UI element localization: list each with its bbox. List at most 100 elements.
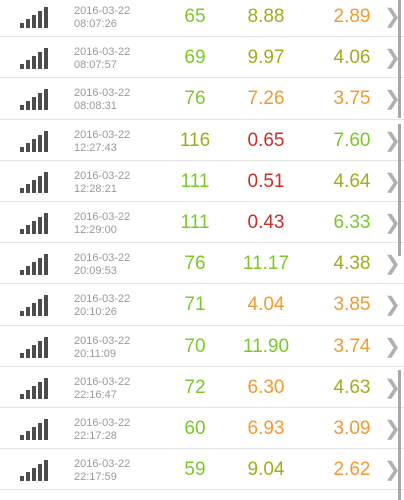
list-item[interactable]: 2016-03-22 12:28:21 111 0.51 4.64 ❯ [0, 161, 404, 202]
value-1: 76 [184, 253, 206, 275]
list-item[interactable]: 2016-03-22 20:10:26 71 4.04 3.85 ❯ [0, 284, 404, 326]
scrollbar-thumb[interactable] [398, 124, 401, 256]
chevron-right-icon: ❯ [384, 88, 401, 111]
list-item[interactable]: 2016-03-22 20:09:53 76 11.17 4.38 ❯ [0, 243, 404, 285]
item-time: 20:09:53 [74, 265, 117, 278]
value-1: 70 [184, 335, 206, 357]
chevron-right-icon: ❯ [384, 376, 401, 399]
item-time: 20:11:09 [74, 347, 117, 360]
list-item[interactable]: 2016-03-22 22:16:47 72 6.30 4.63 ❯ [0, 367, 404, 408]
value-2: 9.97 [247, 47, 285, 69]
item-time: 12:28:21 [74, 182, 117, 195]
signal-strength-icon [20, 89, 50, 111]
value-1: 116 [179, 129, 211, 151]
chevron-right-icon: ❯ [384, 459, 401, 482]
value-2: 11.17 [242, 253, 290, 275]
list-item[interactable]: 2016-03-22 12:27:43 116 0.65 7.60 ❯ [0, 120, 404, 161]
value-1: 76 [184, 88, 206, 110]
item-date: 2016-03-22 [74, 375, 131, 388]
value-2: 6.93 [247, 418, 285, 439]
item-date: 2016-03-22 [74, 417, 131, 429]
signal-strength-icon [20, 7, 50, 28]
list-item[interactable]: 2016-03-22 08:08:31 76 7.26 3.75 ❯ [0, 78, 404, 120]
item-date: 2016-03-22 [74, 334, 131, 347]
value-1: 72 [184, 376, 206, 398]
signal-strength-icon [20, 48, 50, 70]
chevron-right-icon: ❯ [384, 212, 401, 234]
item-date: 2016-03-22 [74, 46, 131, 59]
list-item[interactable]: 2016-03-22 12:29:00 111 0.43 6.33 ❯ [0, 202, 404, 244]
item-date: 2016-03-22 [74, 252, 131, 265]
value-3: 2.89 [333, 6, 371, 27]
chevron-right-icon: ❯ [384, 129, 401, 152]
value-3: 3.85 [333, 294, 371, 316]
list-item[interactable]: 2016-03-22 08:07:26 65 8.88 2.89 ❯ [0, 0, 404, 38]
value-2: 6.30 [247, 376, 285, 398]
value-1: 59 [184, 459, 206, 481]
signal-strength-icon [20, 295, 50, 317]
list-item[interactable]: 2016-03-22 20:11:09 70 11.90 3.74 ❯ [0, 326, 404, 367]
chevron-right-icon: ❯ [384, 294, 401, 317]
value-1: 71 [184, 294, 206, 316]
signal-strength-icon [20, 377, 50, 399]
value-3: 7.60 [333, 129, 371, 151]
value-3: 6.33 [333, 212, 371, 233]
signal-strength-icon [20, 419, 50, 440]
value-2: 8.88 [247, 6, 285, 27]
item-date: 2016-03-22 [74, 5, 131, 17]
scrollbar-thumb[interactable] [398, 370, 401, 500]
scrollbar-thumb[interactable] [398, 0, 401, 118]
value-2: 0.51 [247, 170, 285, 192]
item-time: 22:17:59 [74, 471, 117, 484]
item-time: 08:07:57 [74, 59, 117, 72]
value-3: 4.64 [333, 170, 371, 192]
value-2: 0.65 [247, 129, 285, 151]
item-date: 2016-03-22 [74, 87, 131, 100]
value-3: 4.63 [333, 376, 371, 398]
value-1: 60 [184, 418, 206, 439]
item-time: 08:08:31 [74, 100, 117, 113]
value-2: 11.90 [242, 335, 290, 357]
signal-strength-icon [20, 336, 50, 358]
list-item[interactable]: 2016-03-22 22:17:59 59 9.04 2.62 ❯ [0, 449, 404, 491]
list-item[interactable]: 2016-03-22 08:07:57 69 9.97 4.06 ❯ [0, 37, 404, 79]
value-1: 65 [184, 6, 206, 27]
value-1: 111 [180, 212, 210, 233]
chevron-right-icon: ❯ [384, 418, 401, 440]
value-3: 3.09 [333, 418, 371, 439]
item-time: 22:17:28 [74, 430, 117, 442]
chevron-right-icon: ❯ [384, 253, 401, 276]
signal-strength-icon [20, 254, 50, 276]
signal-strength-icon [20, 213, 50, 234]
item-time: 20:10:26 [74, 306, 117, 319]
value-3: 3.74 [333, 335, 371, 357]
chevron-right-icon: ❯ [384, 335, 401, 358]
value-1: 111 [180, 170, 210, 192]
chevron-right-icon: ❯ [384, 47, 401, 70]
value-3: 3.75 [333, 88, 371, 110]
item-date: 2016-03-22 [74, 458, 131, 471]
item-date: 2016-03-22 [74, 169, 131, 182]
chevron-right-icon: ❯ [384, 6, 401, 28]
value-2: 7.26 [247, 88, 285, 110]
signal-strength-icon [20, 171, 50, 193]
item-date: 2016-03-22 [74, 211, 131, 223]
value-3: 4.38 [333, 253, 371, 275]
value-3: 2.62 [333, 459, 371, 481]
item-time: 12:27:43 [74, 141, 117, 154]
item-time: 22:16:47 [74, 388, 117, 401]
value-1: 69 [184, 47, 206, 69]
value-3: 4.06 [333, 47, 371, 69]
signal-strength-icon [20, 130, 50, 152]
value-2: 4.04 [247, 294, 285, 316]
item-time: 12:29:00 [74, 224, 117, 236]
value-2: 0.43 [247, 212, 285, 233]
item-date: 2016-03-22 [74, 293, 131, 306]
chevron-right-icon: ❯ [384, 170, 401, 193]
value-2: 9.04 [247, 459, 285, 481]
item-time: 08:07:26 [74, 18, 117, 30]
item-date: 2016-03-22 [74, 128, 131, 141]
list-item[interactable]: 2016-03-22 22:17:28 60 6.93 3.09 ❯ [0, 408, 404, 450]
signal-strength-icon [20, 460, 50, 482]
